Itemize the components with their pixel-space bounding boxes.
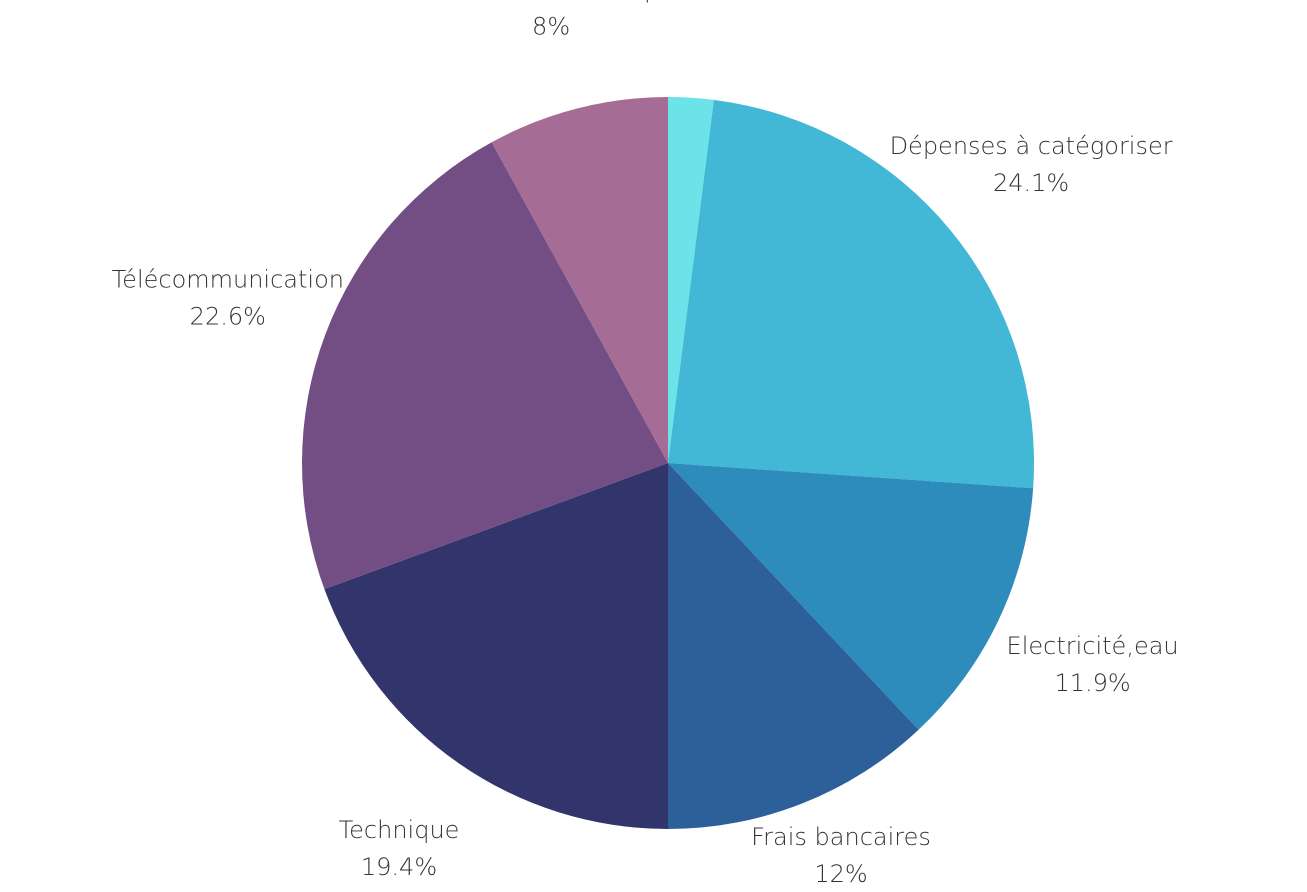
slice-percent: 8%	[532, 12, 570, 40]
pie-slice-electricite-eau	[668, 463, 1034, 730]
slice-name: Electricité,eau	[1007, 632, 1179, 660]
slice-label-materiels-informatiques: Matériels informatiques 8%	[409, 0, 693, 40]
pie-slice-telecommunication	[301, 142, 668, 590]
slice-label-electricite-eau: Electricité,eau 11.9%	[1007, 632, 1179, 697]
pie-slice-slice-0	[668, 97, 714, 463]
pie-slices	[301, 97, 1035, 829]
slice-name: Matériels informatiques	[409, 0, 693, 3]
slice-percent: 24.1%	[993, 169, 1069, 197]
slice-name: Technique	[339, 816, 460, 844]
slice-percent: 22.6%	[190, 303, 266, 331]
slice-name: Frais bancaires	[751, 823, 931, 851]
slice-label-frais-bancaires: Frais bancaires 12%	[751, 823, 931, 888]
pie-slice-technique	[324, 463, 668, 829]
slice-label-technique: Technique 19.4%	[339, 816, 460, 881]
slice-percent: 19.4%	[361, 853, 437, 881]
pie-slice-materiels-informatiques	[491, 97, 668, 463]
slice-label-depenses-a-categoriser: Dépenses à catégoriser 24.1%	[890, 132, 1173, 197]
pie-slice-frais-bancaires	[668, 463, 919, 829]
slice-label-telecommunication: Télécommunication 22.6%	[112, 266, 344, 331]
slice-name: Dépenses à catégoriser	[890, 132, 1173, 160]
pie-slice-depenses-a-categoriser	[668, 99, 1035, 489]
pie-labels: Dépenses à catégoriser 24.1% Electricité,e…	[112, 0, 1179, 888]
slice-percent: 11.9%	[1054, 669, 1130, 697]
slice-percent: 12%	[814, 860, 867, 888]
slice-name: Télécommunication	[112, 266, 344, 294]
